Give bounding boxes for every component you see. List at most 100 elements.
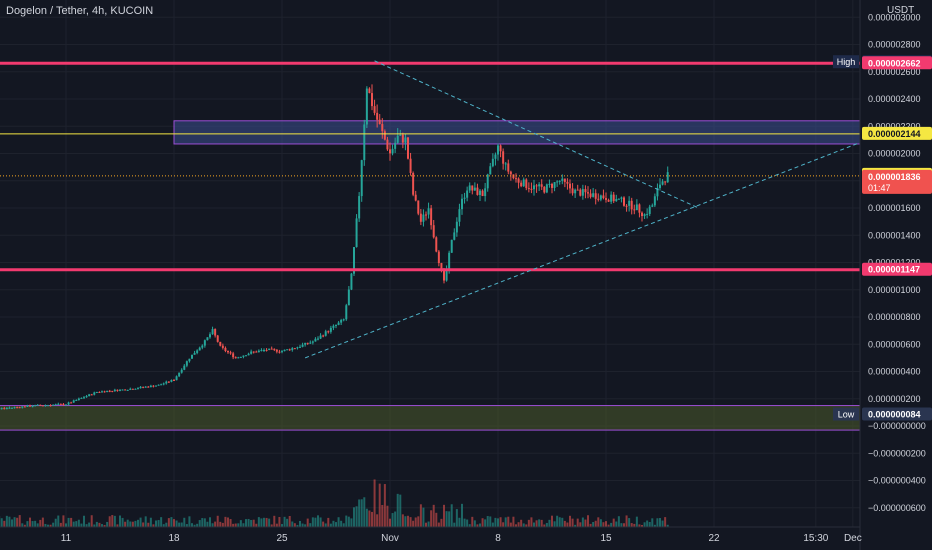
candle-body [455,221,458,233]
volume-bar [139,517,142,527]
candle-body [468,185,471,191]
volume-bar [481,518,484,527]
candle-body [566,181,569,184]
candle-body [34,405,37,407]
candle-body [332,325,335,328]
volume-bar [522,523,525,527]
candle-body [471,185,474,191]
candle-body [234,357,237,359]
volume-bar [484,519,487,527]
candle-body [530,188,533,190]
volume-bar [219,521,222,527]
volume-bar [407,515,409,527]
candle-body [324,331,327,336]
candle-body [543,186,546,193]
candle-body [350,273,353,290]
volume-bar [23,524,26,527]
candle-body [383,131,386,140]
volume-bar [183,517,186,527]
volume-bar [306,518,309,527]
volume-bar [373,479,376,527]
candle-body [18,407,21,409]
candle-body [263,349,265,351]
volume-bar [116,524,119,527]
volume-bar [162,524,165,527]
volume-bar [615,521,618,527]
volume-bar [119,515,121,527]
candle-body [597,198,600,200]
volume-bar [124,521,127,527]
candle-body [216,335,219,342]
volume-bar [625,515,628,527]
candle-body [515,178,517,180]
candle-body [353,247,355,274]
volume-bar [641,524,643,527]
volume-bar [278,516,281,527]
candle-body [29,405,31,407]
volume-bar [340,520,343,527]
volume-bar [394,511,397,527]
candle-body [358,196,361,219]
volume-bar [576,518,579,527]
candle-body [425,214,427,216]
candle-body [203,340,206,346]
candle-body [72,400,75,403]
candle-body [437,251,440,264]
candle-body [461,198,463,210]
volume-bar [633,523,636,527]
candle-body [581,189,584,196]
candle-body [65,404,67,406]
candle-body [563,178,566,182]
volume-bar [93,524,96,527]
candle-body [617,198,620,200]
volume-bar [425,522,427,527]
volume-bar [491,522,494,527]
volume-bar [160,517,163,527]
volume-bar [342,523,345,527]
volume-bar [121,517,124,527]
candle-body [103,391,106,393]
candle-body [574,189,577,194]
volume-bar [283,516,286,527]
volume-bar [540,519,543,527]
volume-bar [574,524,577,527]
candle-body [584,189,587,193]
candle-body [121,389,124,391]
volume-bar [638,524,641,527]
volume-bar [476,524,479,527]
candle-body [209,334,211,338]
candle-body [77,398,80,401]
volume-bar [391,513,394,527]
volume-bar [594,520,597,527]
candle-body [527,188,530,190]
volume-bar [36,523,39,527]
candle-body [311,341,314,343]
candle-body [90,394,93,396]
volume-bar [558,517,561,527]
candle-body [594,193,597,199]
volume-bar [337,517,340,527]
candle-body [3,408,6,410]
volume-bar [597,517,600,527]
candle-body [116,389,119,391]
volume-bar [250,519,253,527]
volume-bar [180,522,183,527]
volume-bar [448,511,451,527]
volume-bar [422,507,425,527]
volume-bar [353,507,355,527]
volume-bar [643,522,646,527]
candle-body [335,324,337,326]
volume-bar [581,517,584,527]
x-tick-label: 15 [600,533,612,544]
candle-body [119,389,121,391]
candle-body [49,405,52,407]
volume-bar [75,521,78,527]
candle-body [615,198,618,202]
volume-bar [561,517,564,527]
candle-body [144,386,147,388]
volume-bar [185,524,188,527]
candle-body [376,112,379,120]
candle-body [214,329,217,336]
